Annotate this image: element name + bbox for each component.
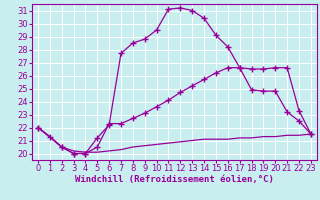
X-axis label: Windchill (Refroidissement éolien,°C): Windchill (Refroidissement éolien,°C) — [75, 175, 274, 184]
